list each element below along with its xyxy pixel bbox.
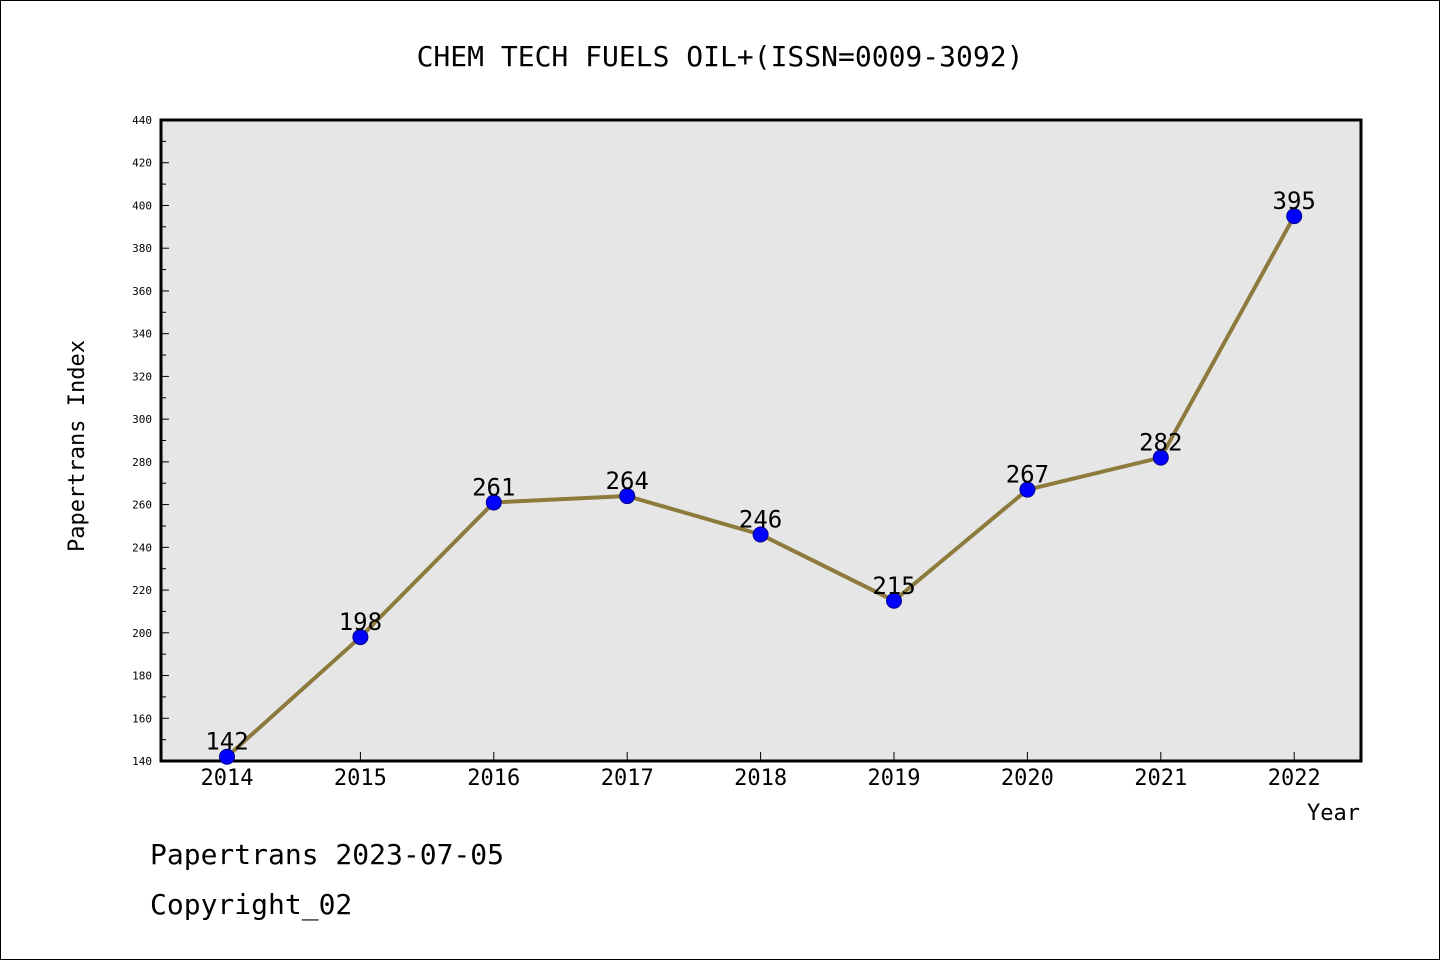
data-point (1152, 449, 1169, 466)
x-axis: 2014 2015 2016 2017 2018 2019 2020 2021 2022 (201, 752, 1321, 791)
y-tick-label: 420 (132, 157, 152, 170)
data-label: 282 (1139, 429, 1182, 457)
y-tick-label: 340 (132, 328, 152, 341)
data-label: 264 (606, 467, 649, 495)
marker-group (219, 208, 1303, 765)
plot-area (159, 118, 1363, 763)
data-point (219, 748, 235, 765)
y-tick-label: 260 (132, 499, 152, 512)
y-tick-label: 280 (132, 456, 152, 469)
x-tick-label: 2018 (734, 766, 787, 791)
data-point (485, 494, 502, 511)
data-point (1019, 481, 1036, 498)
x-tick-label: 2015 (334, 766, 387, 791)
x-tick-label: 2014 (201, 766, 254, 791)
data-point (886, 592, 902, 609)
y-tick-label: 200 (132, 627, 152, 640)
y-tick-label: 300 (132, 413, 152, 426)
y-tick-label: 220 (132, 584, 152, 597)
x-tick-label: 2021 (1134, 766, 1187, 791)
x-tick-label: 2017 (601, 766, 654, 791)
data-point (1286, 208, 1303, 225)
y-axis-label: Papertrans Index (65, 340, 90, 552)
footer-date: Papertrans 2023-07-05 (150, 838, 504, 871)
y-tick-label: 240 (132, 541, 152, 554)
y-tick-label: 140 (132, 755, 152, 768)
footer-copyright: Copyright_02 (150, 888, 352, 922)
y-tick-label: 360 (132, 285, 152, 298)
data-label: 267 (1006, 461, 1049, 489)
data-label: 215 (872, 572, 915, 600)
x-tick-label: 2020 (1001, 766, 1054, 791)
chart-title: CHEM TECH FUELS OIL+(ISSN=0009-3092) (417, 40, 1024, 73)
x-tick-label: 2022 (1268, 766, 1321, 791)
data-point (619, 488, 636, 505)
data-point (352, 629, 369, 646)
data-label: 142 (205, 728, 248, 756)
data-point (752, 526, 769, 543)
y-tick-label: 400 (132, 199, 152, 212)
data-label: 246 (739, 506, 782, 534)
data-label-group: 142 198 261 264 246 215 267 282 395 (205, 187, 1316, 756)
data-label: 395 (1273, 187, 1316, 215)
y-tick-label: 380 (132, 242, 152, 255)
y-tick-label: 440 (132, 114, 152, 127)
data-label: 261 (472, 473, 515, 501)
x-tick-label: 2016 (467, 766, 520, 791)
y-tick-label: 180 (132, 670, 152, 683)
y-tick-label: 160 (132, 712, 152, 725)
y-axis: 140 160 180 200 220 240 260 280 300 320 340 360 380 4… (132, 114, 169, 768)
x-axis-label: Year (1307, 801, 1360, 826)
y-tick-label: 320 (132, 370, 152, 383)
x-tick-label: 2019 (868, 766, 921, 791)
data-label: 198 (339, 608, 382, 636)
